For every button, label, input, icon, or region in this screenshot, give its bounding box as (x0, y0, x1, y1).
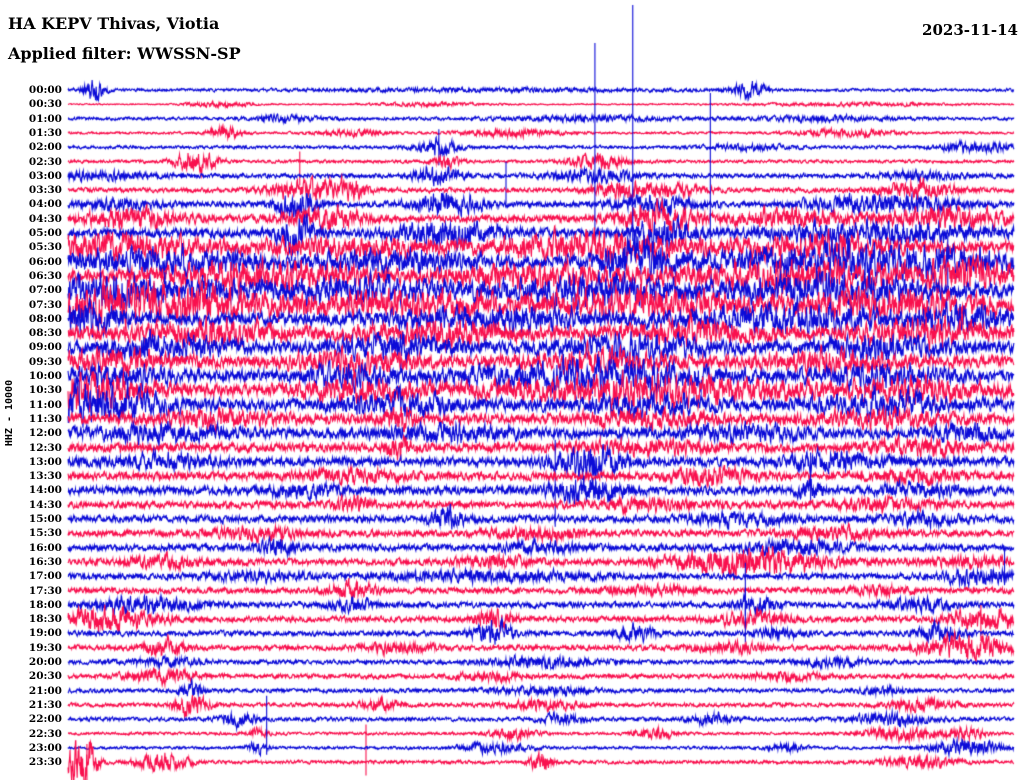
time-label: 07:30 (28, 298, 62, 311)
time-label: 10:00 (28, 370, 62, 382)
time-label: 01:30 (28, 126, 62, 139)
time-label: 15:00 (28, 513, 62, 525)
time-label: 12:00 (28, 427, 62, 440)
time-label: 13:00 (28, 455, 62, 468)
time-label: 05:00 (28, 227, 62, 239)
time-label: 23:30 (28, 756, 62, 769)
time-label: 05:30 (28, 241, 62, 254)
time-label: 04:00 (28, 198, 62, 211)
time-label: 12:30 (28, 441, 62, 454)
time-label: 16:00 (28, 541, 62, 554)
time-label: 23:00 (28, 741, 62, 754)
time-label: 11:00 (28, 398, 62, 411)
time-label: 20:00 (28, 656, 62, 668)
time-label: 04:30 (28, 212, 62, 225)
time-label: 00:00 (28, 84, 62, 96)
time-label: 02:30 (28, 155, 62, 168)
time-label: 03:00 (28, 169, 62, 182)
time-label: 11:30 (28, 412, 62, 425)
time-label: 17:30 (28, 584, 62, 597)
time-label: 08:30 (28, 327, 62, 340)
time-label: 10:30 (28, 384, 62, 397)
time-label: 00:30 (28, 98, 62, 111)
station-title: HA KEPV Thivas, Viotia (8, 14, 220, 33)
time-label: 01:00 (28, 112, 62, 125)
time-label: 20:30 (28, 670, 62, 683)
time-label: 18:00 (28, 598, 62, 611)
time-label: 22:00 (28, 713, 62, 726)
time-label: 15:30 (28, 527, 62, 540)
time-label: 19:00 (28, 627, 62, 640)
time-label: 22:30 (28, 727, 62, 740)
time-label: 18:30 (28, 613, 62, 626)
time-label: 06:00 (28, 255, 62, 268)
time-label: 16:30 (28, 555, 62, 568)
time-label: 08:00 (28, 312, 62, 325)
time-label: 21:00 (28, 684, 62, 697)
date-label: 2023-11-14 (922, 21, 1018, 39)
time-label: 02:00 (28, 141, 62, 154)
time-label: 06:30 (28, 269, 62, 282)
time-label: 14:30 (28, 498, 62, 511)
time-label: 14:00 (28, 484, 62, 497)
time-label: 03:30 (28, 184, 62, 197)
time-label: 09:00 (28, 341, 62, 354)
time-label: 21:30 (28, 698, 62, 711)
time-label: 19:30 (28, 641, 62, 654)
time-label: 07:00 (28, 284, 62, 297)
applied-filter-label: Applied filter: WWSSN-SP (8, 44, 241, 63)
time-label: 09:30 (28, 355, 62, 368)
time-label: 13:30 (28, 470, 62, 483)
time-label: 17:00 (28, 570, 62, 583)
